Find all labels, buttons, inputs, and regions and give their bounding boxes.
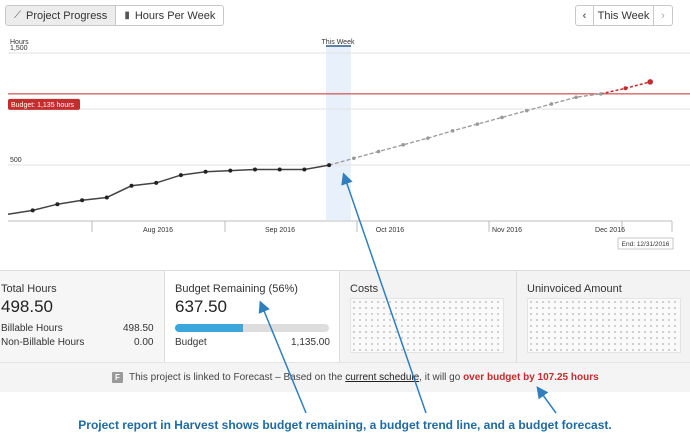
total-hours-label: Total Hours [1,283,57,295]
forecast-badge-icon: F [112,372,123,383]
uninvoiced-placeholder [527,298,681,353]
actual-point [203,169,208,174]
actual-point [277,167,282,172]
total-hours-value: 498.50 [1,297,53,316]
budget-progress-fill [175,324,243,332]
actual-point [30,208,35,213]
forecast-notice: F This project is linked to Forecast – B… [0,362,690,392]
x-tick-label: Nov 2016 [492,227,522,234]
report-tabs: ⟋ Project Progress ▮ Hours Per Week [5,5,225,26]
trend-point [450,129,455,133]
budget-progress-bar [175,324,329,332]
budget-trend-line [328,93,601,166]
costs-label: Costs [350,283,379,295]
forecast-point [647,79,653,85]
caption: Project report in Harvest shows budget r… [78,418,612,432]
trend-point [524,108,529,113]
budget-label: Budget: 1,135 hours [11,102,75,109]
budget-label-box [8,98,80,110]
trend-point [475,122,480,126]
x-tick-label: Oct 2016 [376,227,405,234]
budget-remaining-label: Budget Remaining (56%) [175,283,298,295]
uninvoiced-panel: Uninvoiced Amount [516,271,690,363]
actual-point [302,167,307,172]
trend-point [352,156,356,161]
this-week-highlight [326,46,351,220]
actual-hours-line [7,164,330,216]
budget-label: Budget [175,337,207,348]
end-date-label: End: 12/31/2016 [622,241,670,248]
trend-point [376,149,381,154]
nonbillable-hours-label: Non-Billable Hours [1,337,85,348]
this-week-button[interactable]: This Week [594,5,654,26]
actual-point [129,183,134,188]
end-date-box [617,237,674,250]
forecast-text-before: This project is linked to Forecast – Bas… [129,372,343,383]
this-week-label: This Week [322,39,355,46]
actual-point [154,180,159,185]
actual-point [104,195,109,200]
trend-point [599,92,603,96]
nonbillable-hours-value: 0.00 [134,337,154,348]
tab-project-progress-label: Project Progress [26,9,108,22]
over-budget-text: over budget by 107.25 hours [463,372,599,383]
billable-hours-value: 498.50 [123,323,154,334]
x-tick-label: Sep 2016 [265,227,295,234]
tab-hours-per-week-label: Hours Per Week [134,9,216,22]
trend-point [500,115,504,120]
y-tick-label: 1,500 [10,45,28,52]
x-tick-label: Aug 2016 [143,227,173,234]
actual-point [253,167,257,172]
costs-panel: Costs [340,271,516,363]
forecast-text-middle: , it will go [419,372,461,383]
total-hours-panel: Total Hours 498.50 Billable Hours 498.50… [0,271,164,363]
trend-point [401,143,406,147]
next-week-button[interactable]: › [654,5,673,26]
y-axis-title: Hours [10,39,29,46]
project-progress-chart: This Week Hours 1,5001,000500 Budget: 1,… [7,39,690,250]
budget-remaining-panel: Budget Remaining (56%) 637.50 Budget 1,1… [164,271,340,363]
actual-point [327,163,332,168]
bar-chart-icon: ▮ [124,10,130,21]
forecast-point [623,86,628,91]
x-tick-label: Dec 2016 [595,227,625,234]
budget-remaining-value: 637.50 [175,297,227,316]
trend-line-icon: ⟋ [14,10,21,21]
budget-value: 1,135.00 [291,337,330,348]
uninvoiced-label: Uninvoiced Amount [527,283,622,295]
trend-point [549,102,554,106]
actual-point [228,168,233,173]
actual-point [55,202,60,207]
current-schedule-link[interactable]: current schedule [345,372,420,383]
prev-week-button[interactable]: ‹ [575,5,594,26]
billable-hours-label: Billable Hours [1,323,63,334]
y-tick-label: 500 [10,157,22,164]
tab-project-progress[interactable]: ⟋ Project Progress [5,5,117,26]
stats-row: Total Hours 498.50 Billable Hours 498.50… [0,270,690,363]
week-navigation: ‹ This Week › [575,5,673,26]
arrow-forecast [536,386,557,414]
actual-point [178,173,183,178]
tab-hours-per-week[interactable]: ▮ Hours Per Week [116,5,225,26]
trend-point [426,136,430,140]
actual-point [80,198,85,203]
costs-placeholder [350,298,504,353]
trend-point [574,95,578,100]
